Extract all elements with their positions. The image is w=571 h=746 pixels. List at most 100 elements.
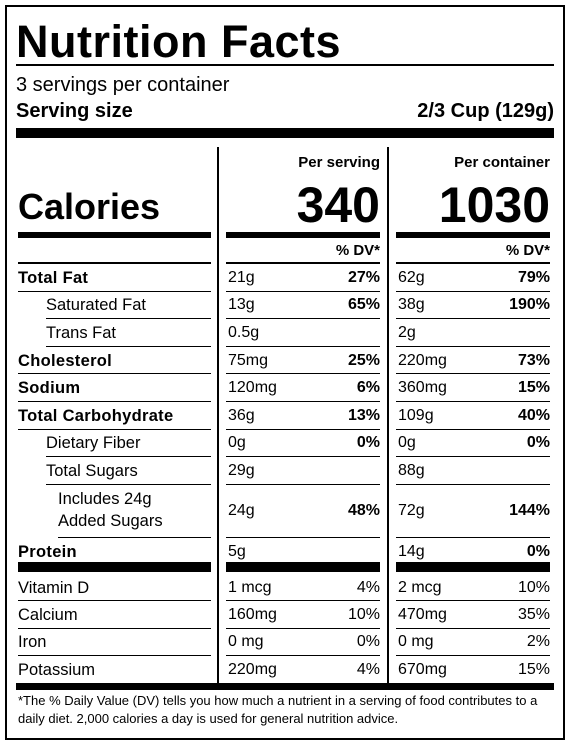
amount: 36g [228, 406, 255, 424]
rule [18, 428, 211, 430]
rule [18, 373, 211, 375]
column-divider [217, 147, 219, 684]
nutrient-name: Calcium [18, 605, 78, 624]
rule [396, 536, 550, 538]
rule [18, 401, 211, 402]
amount: 470mg [398, 605, 447, 623]
daily-value: 13% [347, 406, 380, 424]
amount: 2g [398, 324, 416, 341]
rule [58, 536, 211, 538]
daily-value: 0% [356, 633, 380, 651]
rule [226, 318, 380, 320]
thick-rule [396, 232, 550, 238]
amount: 670mg [398, 660, 447, 678]
daily-value: 10% [347, 605, 380, 623]
amount: 38g [398, 296, 425, 314]
column-header: Per container [454, 154, 550, 171]
daily-value: 144% [509, 502, 550, 520]
thick-rule [16, 683, 554, 690]
nutrient-name: Includes 24g Added Sugars [58, 490, 163, 531]
amount: 1 mcg [228, 578, 272, 596]
amount: 21g [228, 268, 255, 286]
calories-value: 1030 [438, 177, 550, 233]
rule [226, 536, 380, 538]
serving-size: 2/3 Cup (129g) [417, 100, 554, 122]
rule [226, 345, 380, 347]
serving-size-label: Serving size [16, 100, 133, 122]
nutrient-name: Dietary Fiber [46, 434, 141, 453]
nutrient-name: Potassium [18, 660, 96, 679]
rule [396, 627, 550, 629]
rule [396, 483, 550, 485]
amount: 120mg [228, 379, 277, 397]
daily-value: 0% [526, 434, 550, 452]
rule [396, 262, 550, 264]
daily-value: 6% [356, 379, 380, 397]
amount: 0 mg [398, 633, 434, 651]
amount: 220mg [228, 660, 277, 678]
amount: 360mg [398, 379, 447, 397]
amount: 2 mcg [398, 578, 442, 596]
rule [18, 262, 211, 264]
rule [226, 262, 380, 264]
rule [226, 401, 380, 402]
amount: 160mg [228, 605, 277, 623]
nutrient-name: Iron [18, 633, 47, 652]
daily-value: 15% [517, 660, 550, 678]
footnote: *The % Daily Value (DV) tells you how mu… [18, 693, 538, 726]
daily-value: 73% [517, 351, 550, 369]
rule [396, 373, 550, 375]
calories-label: Calories [18, 186, 161, 227]
daily-value: 15% [517, 379, 550, 397]
rule [226, 290, 380, 292]
daily-value: 10% [517, 578, 550, 596]
daily-value: 35% [517, 605, 550, 623]
amount: 72g [398, 502, 425, 520]
thick-rule [16, 128, 554, 138]
rule [226, 373, 380, 375]
daily-value: 0% [356, 434, 380, 452]
rule [18, 627, 211, 629]
amount: 0.5g [228, 324, 260, 341]
rule [396, 401, 550, 402]
rule [396, 290, 550, 292]
amount: 13g [228, 296, 255, 314]
nutrient-name: Total Carbohydrate [18, 406, 174, 425]
rule [46, 345, 211, 347]
nutrient-name: Saturated Fat [46, 296, 146, 315]
servings: 3 servings per container [16, 74, 230, 96]
nutrient-name: Total Fat [18, 268, 89, 287]
thick-rule [226, 232, 380, 238]
amount: 220mg [398, 351, 447, 369]
nutrient-name: Cholesterol [18, 351, 113, 370]
amount: 109g [398, 406, 434, 424]
rule [226, 428, 380, 430]
rule [396, 318, 550, 320]
rule [396, 600, 550, 602]
amount: 75mg [228, 351, 269, 369]
daily-value: 65% [347, 296, 380, 314]
amount: 24g [228, 502, 255, 520]
amount: 88g [398, 462, 425, 479]
thick-rule [18, 232, 211, 238]
nutrient-name: Protein [18, 542, 77, 561]
thick-rule [226, 562, 380, 572]
title: Nutrition Facts [16, 16, 342, 67]
frame [5, 5, 565, 740]
dv-header: % DV* [505, 242, 550, 259]
daily-value: 0% [526, 542, 550, 560]
nutrient-name: Sodium [18, 379, 81, 398]
rule [18, 654, 211, 656]
rule [226, 600, 380, 602]
rule [46, 318, 211, 320]
rule [46, 483, 211, 485]
thick-rule [396, 562, 550, 572]
nutrient-name: Total Sugars [46, 462, 138, 480]
amount: 14g [398, 542, 425, 560]
calories-value: 340 [296, 177, 380, 233]
rule [18, 600, 211, 602]
daily-value: 2% [526, 633, 550, 651]
column-header: Per serving [298, 154, 380, 171]
daily-value: 40% [517, 406, 550, 424]
daily-value: 25% [347, 351, 380, 369]
